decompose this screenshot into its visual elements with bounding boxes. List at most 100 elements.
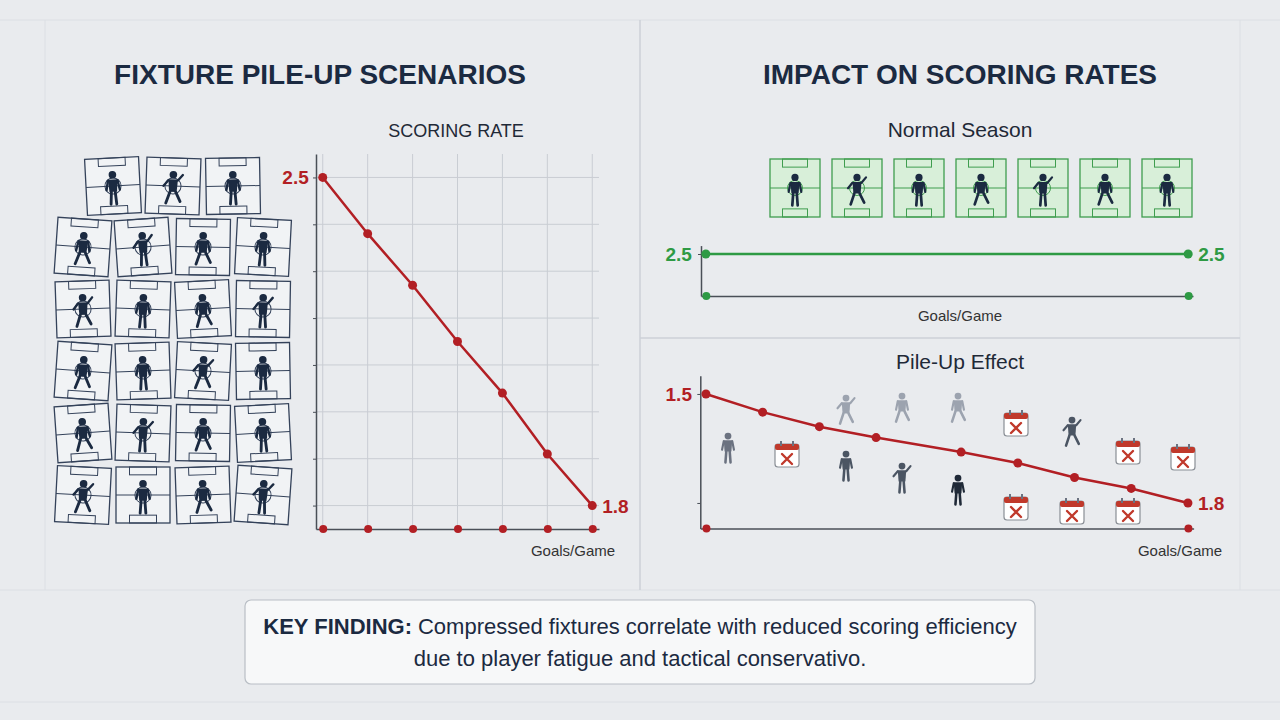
key-finding-text: KEY FINDING:Compressed fixtures correlat… (263, 614, 1016, 671)
pitch-icon (55, 280, 111, 338)
pitch-box (130, 515, 157, 523)
tick (589, 525, 597, 533)
pitch-outline (176, 405, 231, 462)
grid-line (412, 154, 413, 529)
player-arms (1064, 420, 1081, 430)
player-head (260, 232, 268, 240)
marker (1127, 484, 1136, 493)
player-body (228, 179, 238, 192)
player-head (79, 294, 87, 302)
background-line (45, 20, 46, 590)
player-icon (75, 355, 91, 388)
pitch-icon (145, 157, 201, 215)
tick (1185, 292, 1193, 300)
player-body (78, 302, 88, 315)
pitch-icon (236, 343, 291, 400)
player-head (108, 171, 116, 179)
player-arms (76, 427, 90, 437)
player-head (260, 480, 268, 488)
player-legs (75, 500, 90, 512)
player-legs (140, 439, 146, 452)
pitch-icon (55, 466, 112, 525)
player-arms (73, 297, 92, 309)
pitch-box (189, 467, 216, 476)
player-legs (110, 192, 116, 205)
pitch-circle (912, 181, 927, 196)
player-legs (77, 315, 92, 327)
player-legs (260, 315, 266, 327)
player-arms (975, 183, 988, 192)
pitch-outline (55, 280, 111, 338)
grid-line (316, 411, 599, 412)
pitch-outline (54, 217, 112, 277)
pitch-box (1031, 209, 1056, 217)
chart-title: SCORING RATE (388, 121, 524, 141)
calendar-icon (1004, 410, 1028, 436)
pitch-icon (1142, 159, 1192, 217)
player-body (977, 182, 986, 194)
player-arms (789, 183, 802, 192)
player-arms (256, 427, 270, 437)
pitch-box (68, 514, 95, 523)
player-body (138, 302, 148, 315)
pitch-box (69, 281, 96, 290)
plot-area (701, 250, 1192, 259)
player-arms (894, 466, 911, 476)
player-legs (843, 469, 848, 480)
player-icon (252, 479, 273, 513)
player-icon (196, 232, 211, 265)
player-legs (197, 501, 212, 513)
player-legs (197, 314, 212, 326)
player-legs (75, 252, 90, 264)
player-body (898, 400, 907, 411)
player-body (842, 458, 851, 469)
player-icon (136, 480, 149, 513)
player-head (139, 294, 147, 302)
pitch-box (783, 159, 808, 167)
calendar-band (1116, 501, 1140, 507)
player-head (955, 475, 962, 482)
line (323, 177, 593, 505)
pitch-box (190, 219, 217, 227)
player-body (1163, 182, 1172, 194)
axis-title: Goals/Game (918, 307, 1002, 324)
pitch-box (101, 205, 128, 214)
tick-mark (313, 224, 316, 225)
player-body (138, 240, 148, 253)
pitch-box (1155, 159, 1180, 167)
pitch-circle (135, 301, 152, 318)
pitch-outline (175, 280, 232, 339)
player-head (169, 171, 177, 179)
player-body (198, 364, 208, 377)
calendar-icon (1060, 498, 1084, 524)
player-head (915, 174, 922, 181)
pitch-icon (54, 403, 112, 463)
pitch-icon (176, 219, 231, 276)
x-axis (317, 525, 600, 533)
grid-line (316, 458, 599, 459)
pitch-outline (956, 159, 1006, 217)
player-head (139, 480, 147, 488)
calendar-rings (1066, 498, 1078, 503)
pitch-circle (254, 238, 271, 255)
pitch-box (129, 329, 156, 338)
calendar-body (1060, 501, 1084, 524)
pitch-box (68, 266, 95, 276)
player-body (168, 179, 178, 192)
pitch-box (188, 390, 215, 399)
marker (815, 422, 824, 431)
tick-dot (364, 525, 372, 533)
player-body (954, 400, 963, 411)
player-icon (840, 451, 852, 481)
tick-dot (702, 524, 710, 532)
calendar-band (1004, 497, 1028, 503)
player-head (139, 418, 147, 426)
player-body (258, 364, 268, 377)
calendar-body (1004, 413, 1028, 436)
grid-line (502, 154, 503, 529)
chart: 1.51.8Pile-Up EffectGoals/Game (666, 350, 1225, 559)
marker (543, 450, 552, 459)
player-icon (848, 174, 866, 205)
player-arms (226, 180, 239, 190)
player-legs (725, 451, 730, 462)
